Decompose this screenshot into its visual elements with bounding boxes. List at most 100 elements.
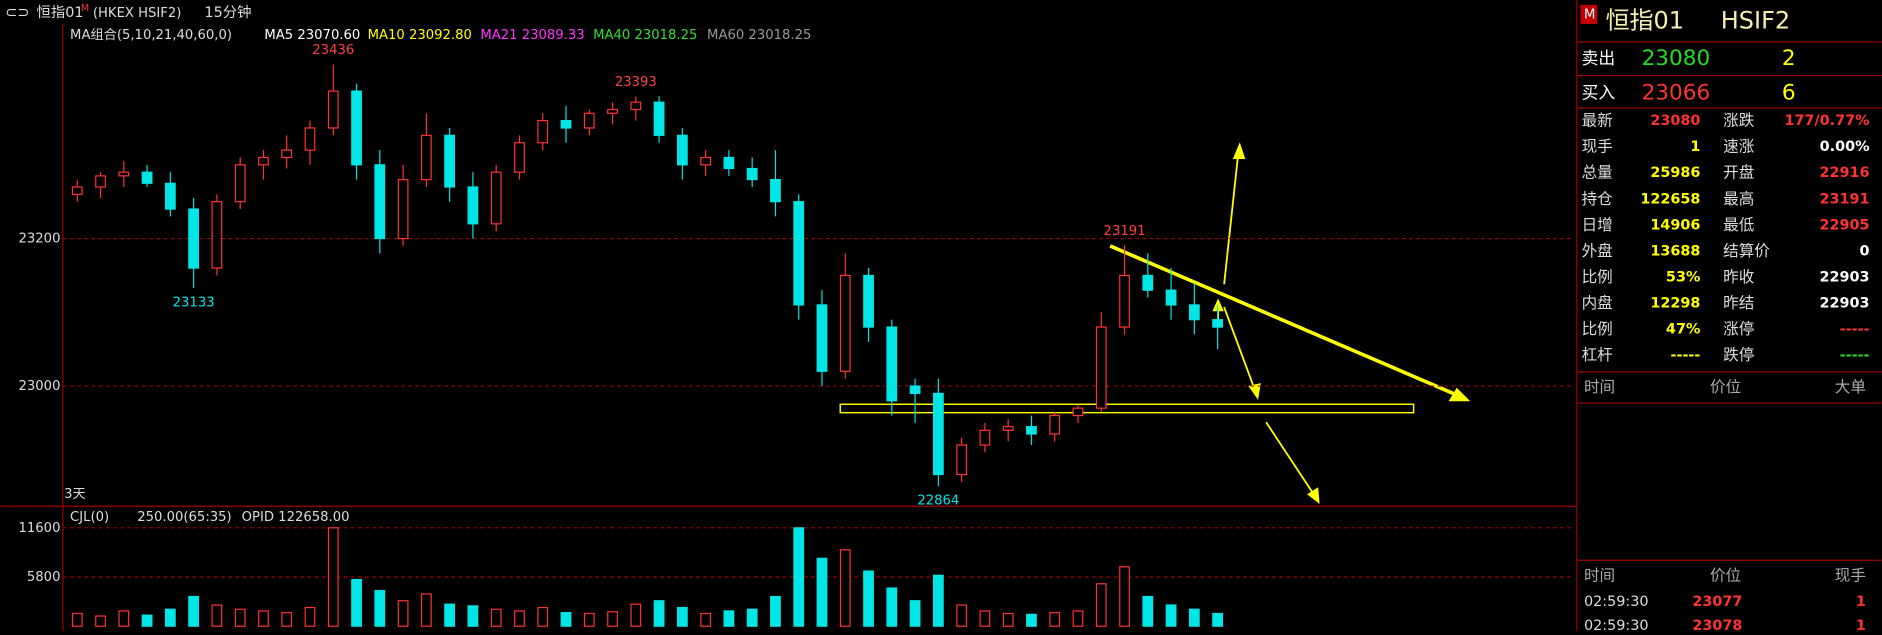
- legend-item: MA40 23018.25: [593, 28, 697, 43]
- volume-bar: [863, 570, 874, 627]
- candle-body: [514, 142, 525, 173]
- stat-label: 外盘: [1582, 241, 1613, 260]
- candle-body: [118, 171, 130, 177]
- column-header: 时间: [1584, 378, 1615, 396]
- period[interactable]: 15分钟: [204, 4, 251, 21]
- stat-label: 昨结: [1723, 294, 1754, 312]
- drawings: [839, 142, 1471, 504]
- stat-value: 22916: [1819, 165, 1869, 181]
- volume-bar: [71, 612, 83, 627]
- stat-value: 53%: [1666, 269, 1700, 285]
- column-header: 时间: [1584, 566, 1615, 584]
- candle-body: [351, 90, 362, 166]
- volume-bar: [1142, 595, 1154, 627]
- candle-body: [304, 127, 316, 151]
- volume-bar: [1188, 608, 1200, 627]
- candle-body: [560, 119, 572, 129]
- stat-label: 涨跌: [1723, 112, 1755, 130]
- quote-price: 23066: [1642, 81, 1711, 106]
- trade-qty: 1: [1856, 594, 1866, 610]
- volume-bar: [118, 610, 130, 627]
- volume-bar: [281, 612, 293, 627]
- volume-bar: [490, 608, 502, 627]
- column-header: 现手: [1835, 566, 1866, 584]
- candle-body: [932, 392, 944, 476]
- candle-body: [723, 156, 735, 170]
- volume-bar: [816, 557, 828, 627]
- candle-body: [1049, 414, 1061, 435]
- candle-body: [1188, 304, 1200, 321]
- y-tick-label: 5800: [27, 570, 61, 585]
- candle-body: [909, 385, 921, 395]
- candle-body: [700, 156, 712, 166]
- stat-label: 结算价: [1723, 241, 1770, 260]
- column-header: 价位: [1710, 566, 1741, 584]
- candle-body: [397, 178, 409, 240]
- stat-label: 总量: [1582, 164, 1613, 182]
- volume-bar: [1095, 583, 1107, 627]
- candle-body: [746, 167, 758, 181]
- volume-bar: [164, 608, 176, 627]
- candle-body: [1165, 289, 1177, 306]
- candle-body: [1026, 426, 1037, 435]
- candle-body: [979, 429, 991, 446]
- volume-bar: [909, 600, 921, 627]
- candle-body: [607, 108, 618, 114]
- candle-body: [863, 274, 874, 328]
- candle-body: [770, 178, 781, 203]
- candle-body: [490, 171, 502, 225]
- volume-bar: [700, 612, 712, 627]
- stat-value: 1: [1690, 139, 1700, 155]
- candle-body: [653, 101, 665, 136]
- low-label: 22864: [917, 494, 959, 509]
- high-label: 23191: [1104, 224, 1146, 239]
- stat-value: 14906: [1650, 217, 1700, 233]
- candle-body: [281, 149, 293, 159]
- column-header: 大单: [1835, 378, 1866, 396]
- high-label: 23393: [615, 75, 657, 90]
- volume-bar: [1002, 612, 1014, 627]
- candle-body: [211, 201, 223, 269]
- volume-bar: [1165, 604, 1177, 627]
- symbol: 恒指01: [36, 4, 83, 21]
- volume-bar: [932, 574, 944, 627]
- legend-item: MA5 23070.60: [264, 28, 360, 43]
- stat-value: 23191: [1819, 191, 1869, 207]
- candle-body: [886, 326, 898, 402]
- candle-body: [583, 112, 595, 129]
- stat-label: 速涨: [1723, 138, 1755, 156]
- stat-label: 开盘: [1723, 163, 1754, 182]
- quote-qty: 6: [1782, 81, 1796, 106]
- stat-label: 最低: [1723, 216, 1755, 234]
- trade-price: 23078: [1692, 618, 1742, 631]
- candle-body: [1095, 326, 1107, 409]
- volume-bar: [560, 612, 572, 627]
- candle-body: [956, 444, 968, 476]
- candle-body: [1119, 274, 1130, 328]
- volume-bar: [886, 587, 898, 627]
- volume-bar: [304, 606, 316, 627]
- stat-value: 22905: [1819, 217, 1869, 233]
- volume-bar: [327, 527, 339, 627]
- volume-bar: [514, 610, 525, 627]
- trade-time: 02:59:30: [1584, 594, 1649, 610]
- volume-bar: [839, 549, 851, 627]
- volume-bar: [1049, 612, 1061, 627]
- stat-value: 0.00%: [1820, 139, 1870, 155]
- quote-price: 23080: [1642, 46, 1711, 71]
- stat-label: 最新: [1582, 112, 1613, 130]
- stat-label: 内盘: [1582, 293, 1613, 312]
- volume-bar: [770, 595, 781, 627]
- link-icon[interactable]: ⊂⊃: [5, 5, 29, 21]
- flag: M: [81, 3, 89, 14]
- candle-body: [676, 134, 688, 166]
- candle-body: [444, 134, 456, 188]
- legend-item: MA21 23089.33: [480, 28, 584, 43]
- volume-bar: [979, 610, 991, 627]
- candle-body: [1072, 407, 1084, 417]
- candle-body: [537, 119, 549, 144]
- candle-body: [1002, 426, 1014, 431]
- panel-code: HSIF2: [1721, 7, 1790, 35]
